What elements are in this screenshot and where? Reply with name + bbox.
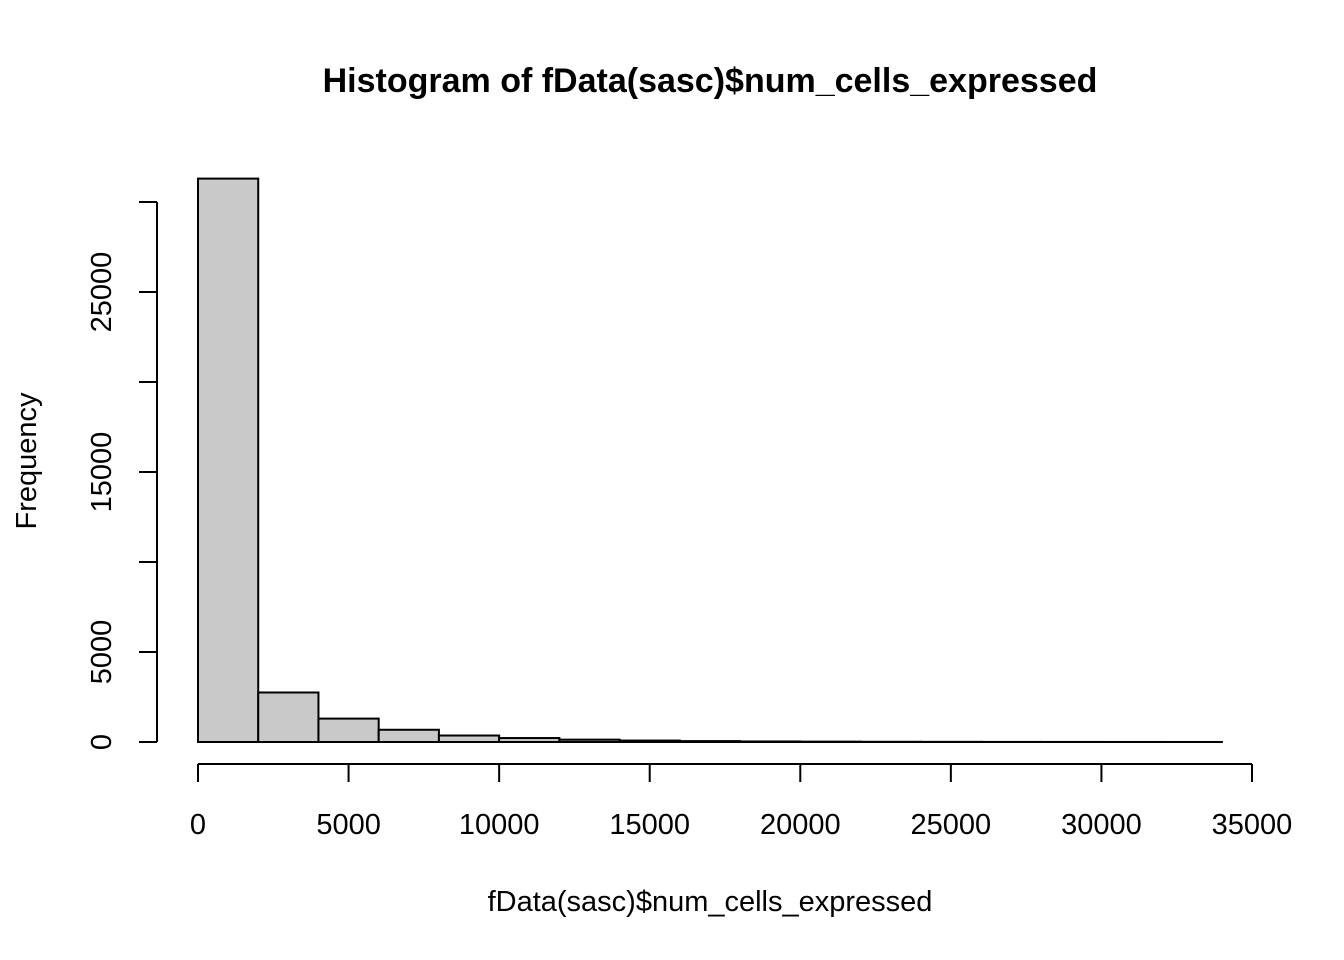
- x-tick-label: 0: [190, 809, 206, 841]
- x-tick-label: 5000: [316, 809, 381, 841]
- y-axis: 0 5000 15000 25000: [86, 201, 158, 750]
- x-tick-label: 10000: [459, 809, 540, 841]
- histogram-bar: [739, 740, 802, 744]
- histogram-bar: [558, 738, 621, 743]
- bars-group: [197, 177, 1223, 744]
- histogram-bar: [618, 739, 681, 743]
- x-tick-label: 25000: [911, 809, 992, 841]
- y-tick-label: 5000: [86, 620, 118, 685]
- y-axis-label: Frequency: [11, 392, 43, 530]
- y-tick-label: 15000: [86, 432, 118, 513]
- histogram-bar: [377, 728, 440, 744]
- y-tick-label: 25000: [86, 252, 118, 333]
- x-tick-label: 35000: [1212, 809, 1293, 841]
- x-tick-label: 15000: [609, 809, 690, 841]
- x-axis-label: fData(sasc)$num_cells_expressed: [488, 886, 933, 918]
- histogram-bar: [317, 717, 380, 743]
- x-axis: 0 5000 10000 15000 20000 25000 30000 35000: [190, 763, 1293, 841]
- x-tick-label: 30000: [1061, 809, 1142, 841]
- histogram-bar: [437, 734, 501, 744]
- chart-title: Histogram of fData(sasc)$num_cells_expre…: [323, 62, 1098, 100]
- histogram-bar: [678, 740, 742, 743]
- histogram-bar: [257, 691, 320, 743]
- x-tick-label: 20000: [760, 809, 841, 841]
- histogram-bar: [197, 177, 260, 744]
- histogram-bar: [498, 737, 561, 743]
- y-tick-label: 0: [86, 734, 118, 750]
